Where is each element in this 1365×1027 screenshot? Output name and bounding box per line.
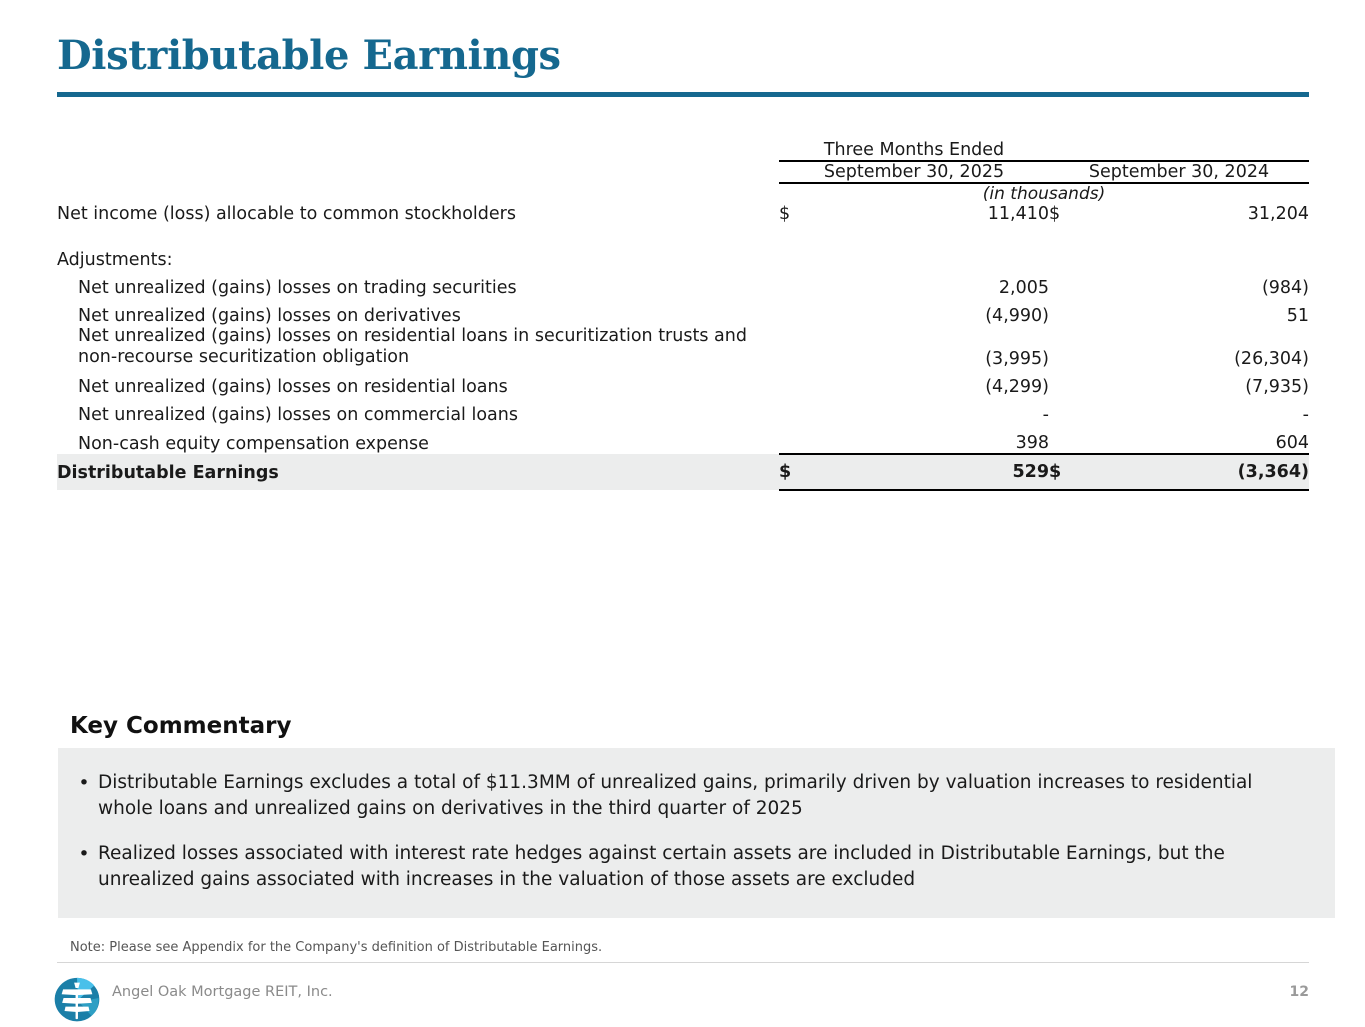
- row-spacer-small: [57, 369, 1309, 377]
- row-spacer-small: [57, 397, 1309, 405]
- group-header-2024: [1049, 140, 1309, 162]
- page-number: 12: [1289, 984, 1309, 1000]
- key-commentary-panel: • Distributable Earnings excludes a tota…: [58, 748, 1335, 918]
- row-currency-2024-residential: [1049, 377, 1087, 397]
- row-currency-2025-trading: [779, 278, 817, 298]
- row-spacer: [57, 224, 1309, 250]
- commentary-bullet-1: • Distributable Earnings excludes a tota…: [70, 770, 1295, 821]
- section-empty: [779, 250, 1309, 270]
- row-value-2025-equity-comp: 398: [1015, 432, 1049, 453]
- row-value-2024-equity-comp: 604: [1275, 432, 1309, 453]
- row-currency-2024-trading: [1049, 278, 1087, 298]
- row-label-securitization-trusts: Net unrealized (gains) losses on residen…: [78, 326, 747, 368]
- row-label-commercial-loans: Net unrealized (gains) losses on commerc…: [78, 404, 518, 425]
- table-header-date-row: September 30, 2025 September 30, 2024: [57, 161, 1309, 184]
- row-currency-2024-commercial: [1049, 405, 1087, 425]
- table-row: Net unrealized (gains) losses on trading…: [57, 278, 1309, 298]
- total-value-2025: 529: [817, 452, 1049, 491]
- section-label-adjustments: Adjustments:: [57, 250, 173, 270]
- key-commentary-heading: Key Commentary: [70, 713, 292, 739]
- company-name: Angel Oak Mortgage REIT, Inc.: [112, 984, 333, 1000]
- row-value-2024-commercial: -: [1302, 404, 1309, 425]
- row-value-2025-trading: 2,005: [998, 278, 1049, 298]
- row-currency-2025-commercial: [779, 405, 817, 425]
- row-label-net-income: Net income (loss) allocable to common st…: [57, 204, 516, 224]
- units-spacer: [57, 183, 779, 204]
- row-value-2024-trading: (984): [1261, 278, 1309, 298]
- units-label: (in thousands): [982, 184, 1106, 204]
- row-currency-2025-equity-comp: [779, 433, 817, 454]
- header-spacer-2: [57, 161, 779, 183]
- row-value-2024-derivatives: 51: [1286, 306, 1309, 326]
- table-section-row: Adjustments:: [57, 250, 1309, 270]
- row-value-2024-securitization: (26,304): [1234, 348, 1309, 369]
- table-row: Net income (loss) allocable to common st…: [57, 204, 1309, 224]
- column-header-2025: September 30, 2025: [779, 161, 1049, 184]
- row-label-residential-loans: Net unrealized (gains) losses on residen…: [78, 376, 508, 397]
- row-spacer-small: [57, 298, 1309, 306]
- row-spacer-small: [57, 425, 1309, 433]
- row-currency-2024-derivatives: [1049, 306, 1087, 326]
- total-currency-2024: $: [1049, 452, 1087, 491]
- footnote-divider: [57, 962, 1309, 963]
- row-currency-2024-equity-comp: [1049, 433, 1087, 454]
- table-row: Net unrealized (gains) losses on commerc…: [57, 405, 1309, 425]
- footnote-text: Note: Please see Appendix for the Compan…: [70, 940, 603, 955]
- table-header-group-row: Three Months Ended: [57, 140, 1309, 162]
- commentary-bullet-1-text: Distributable Earnings excludes a total …: [98, 772, 1253, 819]
- row-value-2025-net-income: 11,410: [987, 204, 1049, 224]
- table-units-row: (in thousands): [57, 183, 1309, 204]
- table-row: Net unrealized (gains) losses on residen…: [57, 377, 1309, 397]
- total-currency-2025: $: [779, 452, 817, 491]
- row-label-equity-comp: Non-cash equity compensation expense: [78, 433, 429, 454]
- row-currency-2025-net-income: $: [779, 204, 791, 224]
- row-value-2025-commercial: -: [1042, 404, 1049, 425]
- row-currency-2025-derivatives: [779, 306, 817, 326]
- column-header-2024: September 30, 2024: [1049, 161, 1309, 184]
- angel-oak-logo-icon: [53, 975, 101, 1023]
- row-currency-2024-net-income: $: [1049, 204, 1061, 224]
- row-value-2025-residential: (4,299): [985, 376, 1049, 397]
- page-title: Distributable Earnings: [57, 32, 561, 79]
- row-label-trading-securities: Net unrealized (gains) losses on trading…: [78, 278, 517, 298]
- header-spacer: [57, 140, 779, 161]
- commentary-bullet-2-text: Realized losses associated with interest…: [98, 843, 1225, 890]
- table-row: Non-cash equity compensation expense 398…: [57, 433, 1309, 454]
- table-total-row: Distributable Earnings $ 529 $ (3,364): [57, 452, 1309, 491]
- commentary-bullet-2: • Realized losses associated with intere…: [70, 841, 1295, 892]
- row-currency-2024-securitization: [1049, 326, 1087, 369]
- row-value-2025-securitization: (3,995): [985, 348, 1049, 369]
- group-header-2025: Three Months Ended: [779, 140, 1049, 162]
- total-value-2024: (3,364): [1087, 452, 1309, 491]
- row-value-2024-net-income: 31,204: [1247, 204, 1309, 224]
- row-currency-2025-securitization: [779, 326, 817, 369]
- table-row: Net unrealized (gains) losses on residen…: [57, 326, 1309, 369]
- row-value-2024-residential: (7,935): [1245, 376, 1309, 397]
- row-currency-2025-residential: [779, 377, 817, 397]
- bullet-dot-icon: •: [78, 772, 90, 794]
- total-label: Distributable Earnings: [57, 453, 779, 490]
- distributable-earnings-table: Three Months Ended September 30, 2025 Se…: [57, 140, 1309, 491]
- row-value-2025-derivatives: (4,990): [985, 306, 1049, 326]
- row-label-derivatives: Net unrealized (gains) losses on derivat…: [78, 306, 461, 326]
- bullet-dot-icon: •: [78, 843, 90, 866]
- row-spacer-small: [57, 270, 1309, 278]
- table-row: Net unrealized (gains) losses on derivat…: [57, 306, 1309, 326]
- title-underline-rule: [57, 92, 1309, 97]
